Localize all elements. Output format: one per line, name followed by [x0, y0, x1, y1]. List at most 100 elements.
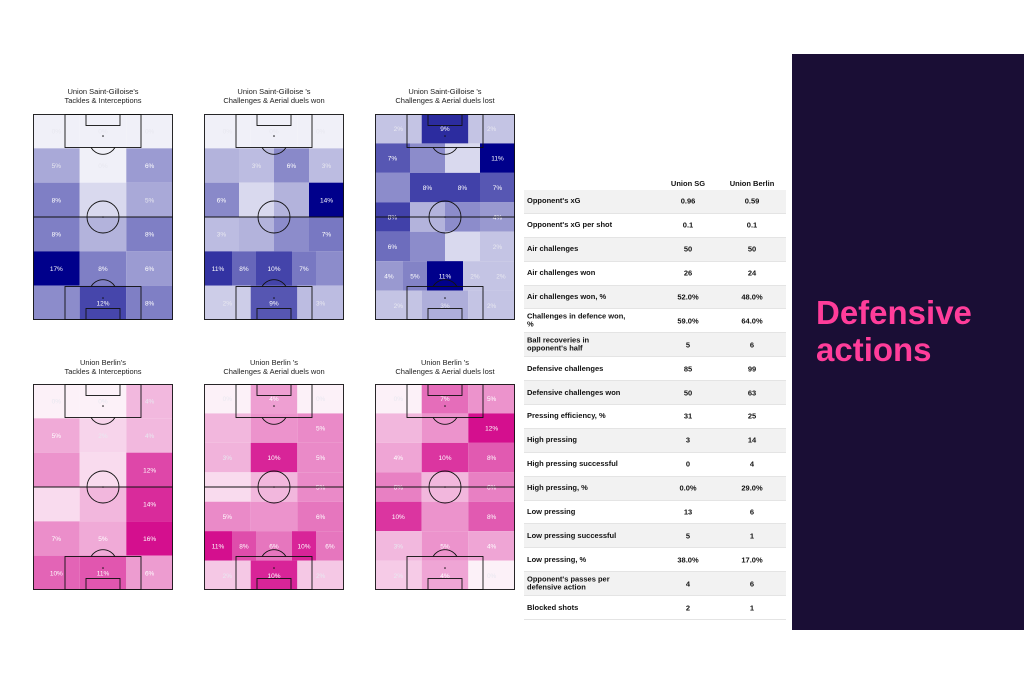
heatmap-cell	[126, 521, 173, 556]
table-body: Opponent's xG 0.96 0.59 Opponent's xG per s…	[524, 190, 786, 621]
goal-box-top	[85, 114, 121, 126]
heatmap-title: Union Berlin 's Challenges & Aerial duels…	[395, 358, 495, 376]
penalty-arc-top	[261, 417, 287, 425]
heatmap-value: 8%	[423, 185, 433, 192]
pitch-spot	[444, 405, 446, 407]
pitch-spot	[273, 297, 275, 299]
section-title-line1: Defensive	[816, 294, 972, 331]
heatmap-title: Union Berlin's Tackles & Interceptions	[64, 358, 142, 376]
heatmap-cell	[33, 418, 80, 453]
heatmap-value: 6%	[217, 197, 227, 204]
row-label: Pressing efficiency, %	[527, 411, 606, 421]
heatmap-cell	[403, 261, 427, 291]
heatmap-value: 2%	[470, 273, 480, 280]
pitch-spot	[102, 135, 104, 137]
table-row: High pressing, % 0.0% 29.0%	[524, 476, 786, 501]
heatmap-value: 11%	[439, 273, 452, 280]
cell-union-sg: 4	[685, 579, 691, 589]
heatmap-cell	[468, 114, 515, 144]
heatmap-value: 6%	[145, 570, 155, 577]
heatmap-cell	[204, 182, 239, 217]
heatmap-value: 2%	[496, 273, 506, 280]
heatmap-cell	[421, 442, 469, 473]
goal-box-top	[256, 384, 292, 396]
pitch-spot	[273, 216, 275, 218]
penalty-arc-bottom	[261, 549, 287, 557]
heatmap-cell	[33, 148, 80, 183]
heatmap-value: 8%	[388, 215, 398, 222]
heatmap-cell	[468, 531, 515, 561]
pitch-spot	[102, 297, 104, 299]
pitch-spot	[444, 567, 446, 569]
cell-union-berlin: 0.59	[744, 196, 760, 206]
heatmap-cell	[33, 251, 80, 286]
heatmap-value: 0%	[52, 129, 62, 136]
cell-union-berlin: 6	[749, 340, 755, 350]
heatmap-value: 4%	[384, 273, 394, 280]
col-header-sg: Union SG	[670, 179, 706, 188]
heatmap-cell	[297, 285, 344, 320]
cell-union-berlin: 50	[747, 244, 757, 254]
heatmap-cell	[33, 487, 80, 522]
heatmap-cell	[204, 501, 251, 532]
pitch-svg: 0% 0% 0% 3% 6% 3% 6% 14% 3% 7% 11% 8% 10% 7% 2% 9% 3%	[204, 114, 344, 320]
row-label: Opponent's xG	[527, 196, 581, 206]
cell-union-sg: 3	[685, 435, 691, 445]
heatmap-cell	[274, 182, 309, 217]
heatmap-value: 5%	[223, 514, 233, 521]
heatmap-value: 11%	[212, 266, 225, 273]
heatmap-value: 4%	[394, 455, 404, 462]
heatmap-value: 12%	[96, 300, 109, 307]
pitch-svg: 0% 0% 4% 5% 2% 4% 12% 14% 7% 5% 16% 10% 11% 6%	[33, 384, 173, 590]
heatmap-value: 5%	[487, 396, 497, 403]
heatmap-cell	[445, 231, 480, 262]
cell-union-berlin: 0.1	[746, 220, 758, 230]
heatmap-value: 8%	[239, 543, 249, 550]
heatmap-cell	[445, 172, 480, 203]
heatmap-value: 3%	[316, 300, 326, 307]
cell-union-berlin: 17.0%	[741, 555, 763, 565]
heatmap-value: 4%	[269, 396, 279, 403]
cell-union-berlin: 1	[749, 531, 755, 541]
heatmap-cell	[297, 413, 344, 443]
heatmap-cell	[204, 413, 251, 443]
heatmap-value: 7%	[52, 536, 62, 543]
pitch-svg: 0% 0% 0% 5% 0% 6% 8% 5% 8% 8% 17% 8% 6% 12% 8%	[33, 114, 173, 320]
heatmap-cell	[410, 143, 445, 173]
heatmap-value: 2%	[487, 303, 497, 310]
heatmap-cell	[480, 143, 515, 173]
cell-union-sg: 5	[685, 531, 691, 541]
cell-union-sg: 0	[685, 459, 691, 469]
heatmap-value: 2%	[316, 573, 326, 580]
goal-box-top	[85, 384, 121, 396]
heatmap-cell	[421, 501, 469, 532]
table-row: Low pressing 13 6	[524, 501, 786, 525]
pitch-spot	[273, 405, 275, 407]
center-circle	[257, 200, 291, 234]
cell-union-sg: 13	[683, 507, 693, 517]
heatmap-title: Union Saint-Gilloise 's Challenges & Aeri…	[223, 87, 325, 105]
cell-union-sg: 0.1	[682, 220, 694, 230]
heatmap-value: 2%	[223, 573, 233, 580]
heatmap-cell	[126, 418, 173, 453]
pitch-heatmap-berlin-challenges-won: 0% 4% 0% 5% 3% 10% 5% 5% 5% 6% 11% 8% 6% 10% 6% 2% 10% 2%	[204, 384, 344, 590]
heatmap-cell	[126, 487, 173, 522]
heatmap-cell	[421, 531, 469, 561]
heatmap-value: 8%	[52, 232, 62, 239]
cell-union-berlin: 1	[749, 603, 755, 613]
pitch-heatmap-sg-tackles: 0% 0% 0% 5% 0% 6% 8% 5% 8% 8% 17% 8% 6% 12% 8%	[33, 114, 173, 320]
heatmap-cell	[204, 531, 232, 561]
center-circle	[86, 470, 120, 504]
heatmap-value: 2%	[394, 303, 404, 310]
heatmap-value: 8%	[145, 232, 155, 239]
row-label: Air challenges won, %	[527, 291, 607, 301]
penalty-arc-bottom	[432, 279, 458, 287]
heatmap-value: 4%	[145, 433, 155, 440]
heatmap-value: 0%	[145, 129, 155, 136]
heatmap-cell	[79, 384, 127, 419]
goal-box-bottom	[256, 308, 292, 320]
heatmap-cell	[421, 413, 469, 443]
pitch-spot	[102, 216, 104, 218]
heatmap-value: 12%	[143, 467, 156, 474]
heatmap-cell	[239, 148, 274, 183]
